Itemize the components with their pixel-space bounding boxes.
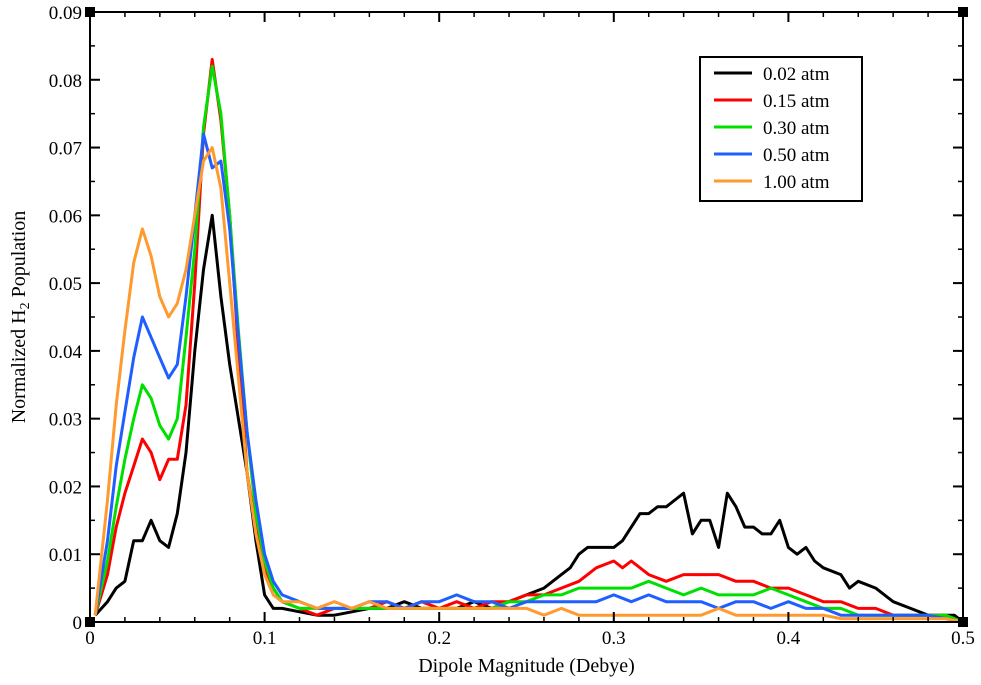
y-tick-label: 0.02 [49, 477, 82, 498]
series-layer [93, 57, 964, 624]
series-line-4 [93, 146, 964, 624]
corner-marker [85, 7, 95, 17]
x-tick-label: 0.2 [427, 628, 451, 649]
legend: 0.02 atm 0.15 atm 0.30 atm 0.50 atm 1.00 atm [699, 56, 863, 202]
corner-marker [958, 617, 968, 627]
legend-label: 0.15 atm [763, 91, 830, 112]
corner-markers [85, 7, 968, 627]
x-tick-label: 0.1 [253, 628, 277, 649]
y-tick-label: 0.01 [49, 545, 82, 566]
y-tick-label: 0.07 [49, 139, 82, 160]
series-line-0 [94, 213, 964, 624]
y-tick-label: 0.08 [49, 71, 82, 92]
x-tick-label: 0.4 [777, 628, 801, 649]
y-axis-label: Normalized H2 Population [8, 211, 34, 424]
y-axis-label-subscript: 2 [18, 302, 33, 309]
y-tick-label: 0.04 [49, 342, 83, 363]
legend-box [699, 56, 863, 202]
y-tick-label: 0.06 [49, 206, 82, 227]
y-tick-label: 0.05 [49, 274, 82, 295]
series-line-3 [93, 132, 964, 624]
legend-label: 0.30 atm [763, 118, 830, 139]
x-tick-label: 0.5 [951, 628, 975, 649]
legend-label: 1.00 atm [763, 172, 830, 193]
x-tick-label: 0 [85, 628, 95, 649]
legend-label: 0.50 atm [763, 145, 830, 166]
series-line-1 [93, 57, 964, 624]
corner-marker [85, 617, 95, 627]
y-tick-label: 0.03 [49, 410, 82, 431]
x-tick-label: 0.3 [602, 628, 626, 649]
y-axis-label-main: Normalized H [8, 309, 30, 423]
corner-marker [958, 7, 968, 17]
legend-label: 0.02 atm [763, 64, 830, 85]
y-tick-label: 0 [73, 613, 83, 634]
ticks-layer: 0 0.1 0.2 0.3 0.4 0.5 0 0.01 0.02 0.03 0.04 0.05 0.0… [49, 3, 975, 649]
y-tick-label: 0.09 [49, 3, 82, 24]
y-axis-label-suffix: Population [8, 211, 30, 303]
x-axis-label: Dipole Magnitude (Debye) [418, 655, 635, 677]
